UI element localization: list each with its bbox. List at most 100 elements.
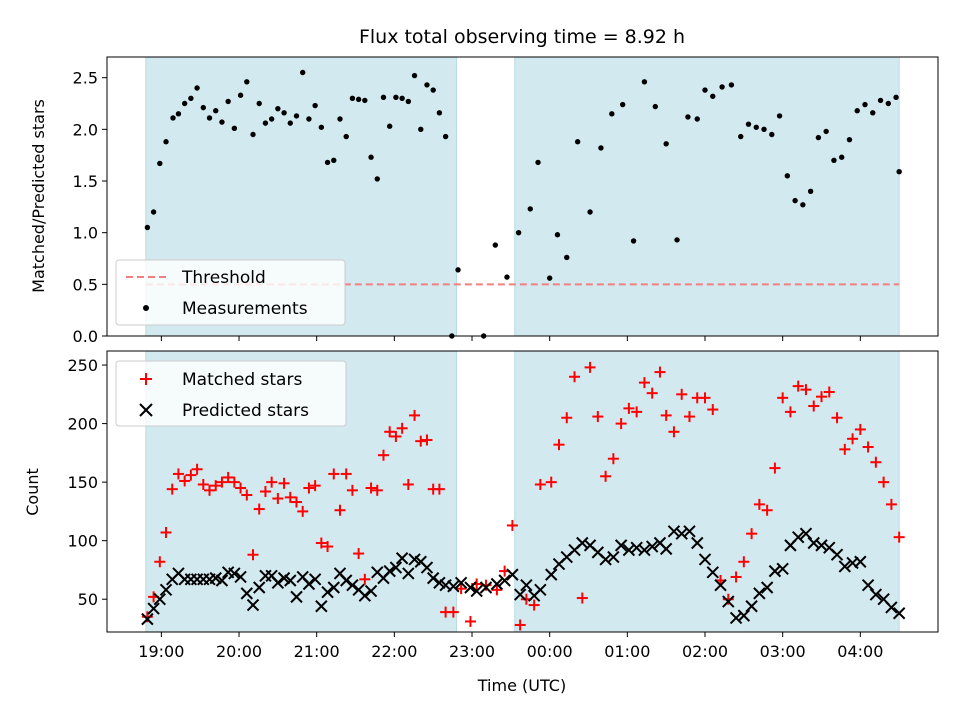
predicted-star-point xyxy=(228,567,241,580)
top-legend: Threshold Measurements xyxy=(115,259,346,326)
predicted-star-point xyxy=(308,573,322,586)
measurement-point xyxy=(331,157,337,164)
predicted-star-point xyxy=(729,611,743,625)
measurement-point xyxy=(312,102,318,109)
predicted-star-point xyxy=(737,609,751,622)
matched-star-point xyxy=(447,606,459,618)
matched-star-point xyxy=(746,528,758,540)
matched-star-point xyxy=(322,541,334,553)
matched-star-point xyxy=(646,387,658,399)
measurement-point xyxy=(862,101,868,108)
measurement-point xyxy=(663,141,669,147)
measurement-point xyxy=(430,87,436,93)
measurement-point xyxy=(702,87,708,93)
measurement-point xyxy=(362,97,368,104)
matched-star-point xyxy=(792,380,804,392)
measurement-point xyxy=(800,202,806,208)
y-tick-label: 2.0 xyxy=(73,120,98,139)
y-tick-label: 1.5 xyxy=(73,172,98,191)
measurement-point xyxy=(877,97,884,104)
measurement-point xyxy=(275,105,281,112)
measurement-point xyxy=(838,154,845,160)
measurement-point xyxy=(784,173,791,179)
measurement-point xyxy=(761,126,767,133)
matched-star-point xyxy=(592,411,604,423)
measurement-point xyxy=(807,188,814,195)
measurement-point xyxy=(170,115,176,121)
y-tick-label: 100 xyxy=(67,532,98,551)
matched-star-point xyxy=(204,484,216,496)
legend-measurements-swatch xyxy=(143,305,149,311)
matched-star-point xyxy=(615,418,627,430)
matched-star-point xyxy=(784,406,796,418)
measurement-point xyxy=(144,224,151,231)
predicted-star-point xyxy=(147,602,160,615)
matched-star-point xyxy=(862,441,874,453)
measurement-point xyxy=(386,123,393,129)
matched-star-point xyxy=(816,391,828,403)
measurement-point xyxy=(262,120,269,126)
matched-star-point xyxy=(506,519,518,531)
measurement-point xyxy=(256,100,262,107)
predicted-star-point xyxy=(675,527,688,540)
measurement-point xyxy=(225,98,231,105)
predicted-star-point xyxy=(513,588,527,601)
matched-star-point xyxy=(553,439,565,451)
measurement-point xyxy=(719,84,725,90)
measurement-point xyxy=(574,139,581,145)
legend-matched-swatch xyxy=(140,373,152,385)
predicted-star-point xyxy=(346,578,359,592)
predicted-star-point xyxy=(885,601,898,614)
measurement-point xyxy=(231,125,238,131)
matched-star-point xyxy=(433,483,445,495)
predicted-star-point xyxy=(791,530,805,544)
predicted-star-point xyxy=(321,585,334,599)
predicted-star-point xyxy=(745,600,758,613)
measurement-point xyxy=(219,119,225,125)
measurement-point xyxy=(455,267,461,273)
predicted-star-point xyxy=(447,580,460,593)
legend-measurements-label: Measurements xyxy=(182,299,308,319)
measurement-point xyxy=(776,113,783,119)
measurement-point xyxy=(355,96,362,103)
matched-star-point xyxy=(328,468,340,480)
measurement-point xyxy=(318,124,325,130)
matched-star-point xyxy=(197,478,209,490)
top-y-ticks: 0.0 0.5 1.0 1.5 2.0 2.5 xyxy=(73,69,107,346)
top-y-axis-label: Matched/Predicted stars xyxy=(29,99,48,293)
measurement-point xyxy=(436,110,443,116)
measurement-point xyxy=(854,108,860,114)
matched-star-point xyxy=(415,435,427,447)
matched-star-point xyxy=(854,423,866,435)
measurement-point xyxy=(188,95,194,102)
matched-star-point xyxy=(576,592,588,604)
x-tick-label: 03:00 xyxy=(760,642,806,661)
matched-star-point xyxy=(384,426,396,438)
matched-star-point xyxy=(228,476,240,488)
measurement-point xyxy=(157,160,163,167)
measurement-point xyxy=(885,100,891,107)
matched-star-point xyxy=(753,498,765,510)
measurement-point xyxy=(393,94,399,101)
matched-star-point xyxy=(831,412,843,424)
y-tick-label: 0.5 xyxy=(73,275,98,294)
matched-star-point xyxy=(185,469,197,481)
x-tick-label: 23:00 xyxy=(449,642,495,661)
predicted-star-point xyxy=(683,525,696,538)
predicted-star-point xyxy=(454,576,468,590)
matched-star-point xyxy=(390,430,402,442)
matched-star-point xyxy=(191,463,203,475)
predicted-star-point xyxy=(807,536,820,550)
predicted-star-point xyxy=(402,567,415,580)
matched-star-point xyxy=(683,411,695,423)
measurement-point xyxy=(738,133,744,140)
matched-star-point xyxy=(210,480,222,492)
matched-star-point xyxy=(365,482,377,494)
matched-star-point xyxy=(154,556,166,568)
matched-star-point xyxy=(707,404,719,416)
matched-star-point xyxy=(402,478,414,490)
predicted-star-point xyxy=(302,577,316,591)
matched-star-point xyxy=(893,531,905,543)
y-tick-label: 150 xyxy=(67,473,98,492)
predicted-star-point xyxy=(426,571,440,585)
